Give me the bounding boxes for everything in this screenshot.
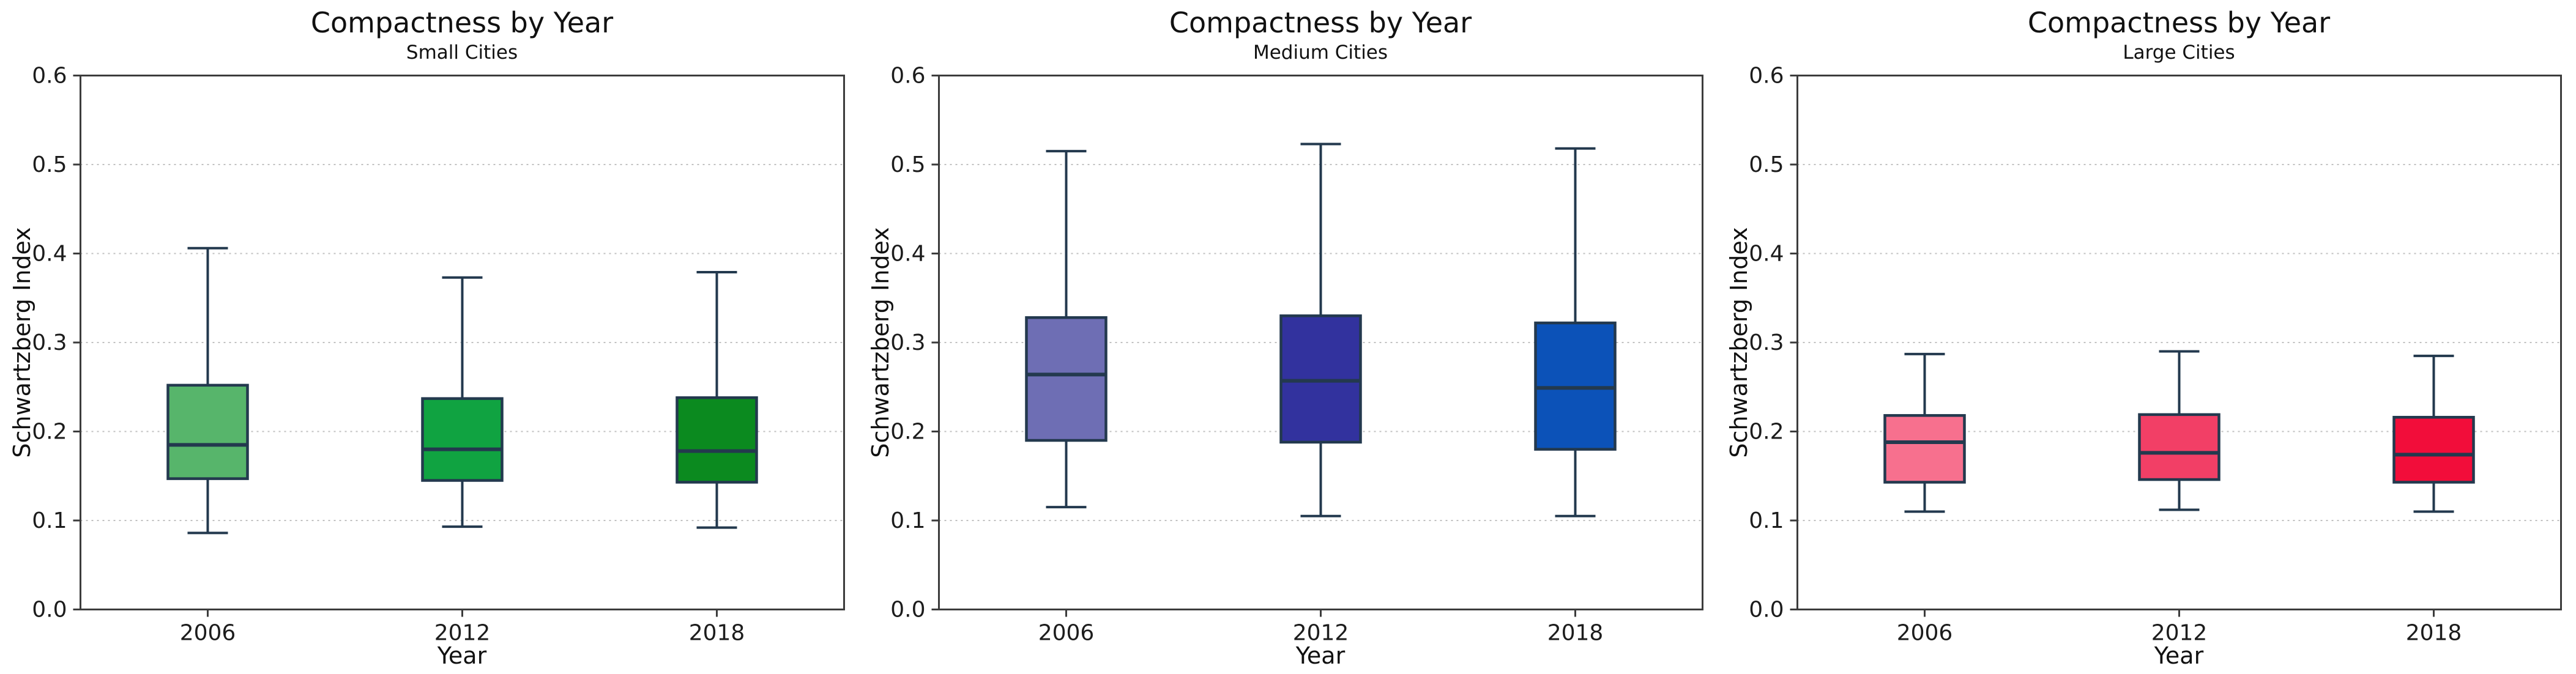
chart-title: Compactness by Year	[310, 6, 614, 39]
plot-frame	[938, 75, 1703, 610]
x-axis-label: Year	[437, 642, 487, 669]
y-tick-label: 0.1	[1749, 508, 1784, 533]
y-tick-label: 0.4	[1749, 242, 1784, 267]
plot-area-small-cities: 0.0 0.1 0.2 0.3 0.4 0.5 0.6 2006 2012 2018	[32, 64, 845, 646]
x-tick-label: 2012	[2151, 621, 2208, 646]
chart-panel-large-cities: Compactness by Year Large Cities Schwart…	[1717, 0, 2575, 674]
chart-title: Compactness by Year	[1169, 6, 1472, 39]
y-tick-label: 0.0	[1749, 598, 1784, 623]
x-tick-label: 2006	[180, 621, 236, 646]
chart-panel-medium-cities: Compactness by Year Medium Cities Schwar…	[858, 0, 1717, 674]
x-tick-label: 2006	[1038, 621, 1095, 646]
chart-subtitle: Large Cities	[2123, 42, 2235, 64]
y-tick-label: 0.5	[890, 152, 925, 177]
box-2012	[421, 276, 504, 528]
y-tick-label: 0.1	[32, 508, 67, 533]
box-2006	[1025, 150, 1107, 509]
y-tick-label: 0.0	[890, 598, 925, 623]
x-tick-label: 2012	[1293, 621, 1349, 646]
y-tick-label: 0.2	[32, 420, 67, 445]
x-tick-label: 2018	[689, 621, 745, 646]
x-tick-label: 2018	[1547, 621, 1604, 646]
y-tick-label: 0.4	[32, 242, 67, 267]
plot-frame	[80, 75, 845, 610]
box-2012	[2138, 350, 2220, 511]
y-tick-label: 0.3	[890, 330, 925, 355]
chart-title: Compactness by Year	[2027, 6, 2331, 39]
box-2018	[1534, 147, 1617, 517]
plot-area-large-cities: 0.0 0.1 0.2 0.3 0.4 0.5 0.6 2006 2012 2018	[1749, 64, 2562, 646]
plot-frame	[1796, 75, 2562, 610]
box-2006	[1883, 352, 1966, 513]
x-axis-label: Year	[2154, 642, 2204, 669]
y-tick-label: 0.5	[32, 152, 67, 177]
y-tick-label: 0.2	[890, 420, 925, 445]
y-tick-label: 0.0	[32, 598, 67, 623]
box-2018	[676, 271, 758, 529]
chart-panel-small-cities: Compactness by Year Small Cities Schwart…	[0, 0, 858, 674]
x-axis-label: Year	[1295, 642, 1346, 669]
box-2018	[2392, 354, 2475, 513]
y-tick-label: 0.6	[1749, 64, 1784, 89]
y-tick-label: 0.5	[1749, 152, 1784, 177]
y-tick-label: 0.2	[1749, 420, 1784, 445]
y-tick-label: 0.1	[890, 508, 925, 533]
y-tick-label: 0.4	[890, 242, 925, 267]
plot-area-medium-cities: 0.0 0.1 0.2 0.3 0.4 0.5 0.6 2006 2012 2018	[890, 64, 1703, 646]
y-tick-label: 0.3	[32, 330, 67, 355]
box-2006	[166, 246, 249, 535]
y-tick-label: 0.3	[1749, 330, 1784, 355]
y-tick-label: 0.6	[32, 64, 67, 89]
x-tick-label: 2006	[1897, 621, 1953, 646]
box-2012	[1279, 143, 1362, 517]
chart-subtitle: Small Cities	[406, 42, 518, 64]
x-tick-label: 2012	[434, 621, 491, 646]
x-tick-label: 2018	[2406, 621, 2462, 646]
chart-subtitle: Medium Cities	[1253, 42, 1388, 64]
y-tick-label: 0.6	[890, 64, 925, 89]
